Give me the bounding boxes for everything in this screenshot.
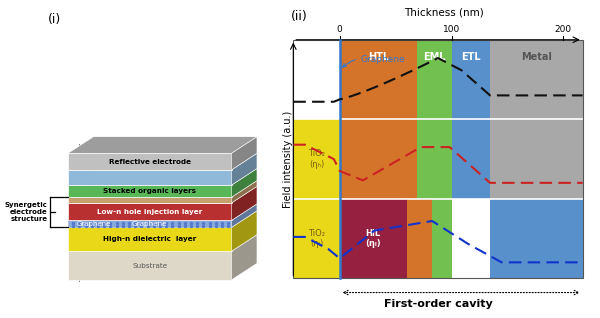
Polygon shape: [68, 235, 257, 251]
Polygon shape: [68, 153, 257, 170]
Bar: [407, 199, 432, 278]
Text: Substrate: Substrate: [132, 263, 167, 268]
Text: (i): (i): [49, 13, 62, 26]
Bar: [340, 40, 417, 119]
Polygon shape: [232, 235, 257, 280]
Bar: [340, 119, 417, 199]
Polygon shape: [68, 204, 257, 220]
Polygon shape: [68, 169, 257, 185]
Text: EML: EML: [423, 52, 446, 62]
Polygon shape: [68, 211, 257, 227]
Polygon shape: [232, 186, 257, 220]
Text: Graphene: Graphene: [132, 221, 167, 227]
Polygon shape: [232, 153, 257, 185]
Polygon shape: [68, 186, 257, 203]
Text: 100: 100: [443, 25, 460, 34]
Bar: [293, 40, 583, 278]
Polygon shape: [68, 185, 232, 197]
Polygon shape: [68, 203, 232, 220]
Text: Thickness (nm): Thickness (nm): [404, 8, 484, 17]
Polygon shape: [232, 169, 257, 197]
Polygon shape: [232, 181, 257, 203]
Text: High-n dielectric  layer: High-n dielectric layer: [103, 236, 196, 242]
Text: (ii): (ii): [291, 10, 308, 23]
Polygon shape: [68, 227, 232, 251]
Text: Graphene: Graphene: [343, 55, 405, 67]
Polygon shape: [68, 181, 257, 197]
Text: Reflective electrode: Reflective electrode: [109, 159, 191, 164]
Text: Metal: Metal: [521, 52, 552, 62]
Polygon shape: [68, 220, 232, 227]
Bar: [452, 119, 490, 199]
Polygon shape: [232, 204, 257, 227]
Bar: [452, 40, 490, 119]
Polygon shape: [232, 211, 257, 251]
Bar: [490, 40, 583, 119]
Bar: [417, 40, 452, 119]
Bar: [417, 119, 452, 199]
Bar: [432, 199, 452, 278]
Bar: [293, 119, 340, 199]
Bar: [293, 40, 340, 119]
Polygon shape: [68, 153, 232, 170]
Text: ETL: ETL: [461, 52, 481, 62]
Text: Graphene: Graphene: [77, 221, 111, 227]
Bar: [490, 119, 583, 199]
Text: Stacked organic layers: Stacked organic layers: [103, 188, 196, 194]
Text: HTL: HTL: [368, 52, 389, 62]
Text: Field intensity (a.u.): Field intensity (a.u.): [283, 110, 293, 208]
Polygon shape: [232, 137, 257, 170]
Text: TiO₂
(ηₗ): TiO₂ (ηₗ): [308, 229, 325, 248]
Bar: [340, 199, 407, 278]
Bar: [293, 199, 340, 278]
Polygon shape: [68, 251, 232, 280]
Polygon shape: [68, 137, 257, 153]
Polygon shape: [68, 197, 232, 203]
Text: Low-n hole injection layer: Low-n hole injection layer: [97, 209, 202, 215]
Text: 200: 200: [554, 25, 572, 34]
Text: HIL
(ηₗ): HIL (ηₗ): [365, 229, 381, 248]
Polygon shape: [68, 170, 232, 185]
Text: First-order cavity: First-order cavity: [383, 299, 493, 309]
Bar: [490, 199, 583, 278]
Text: 0: 0: [337, 25, 343, 34]
Text: TiO₂
(ηₕ): TiO₂ (ηₕ): [308, 149, 325, 169]
Text: Synergetic
electrode
structure: Synergetic electrode structure: [5, 202, 47, 222]
